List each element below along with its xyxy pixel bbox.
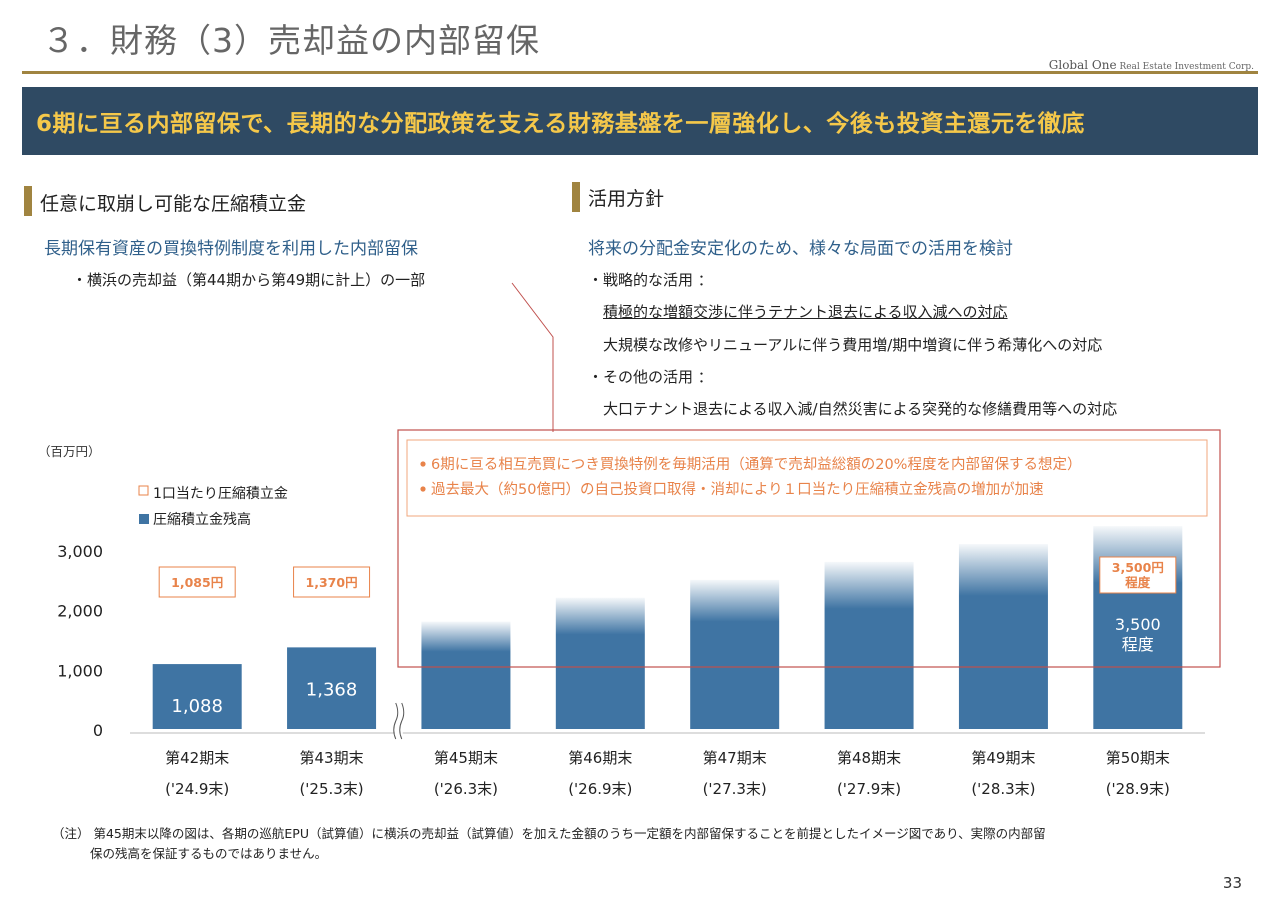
legend-label: 1口当たり圧縮積立金	[153, 486, 288, 502]
axis-break-mark	[399, 702, 405, 740]
headline-banner: 6期に亘る内部留保で、長期的な分配政策を支える財務基盤を一層強化し、今後も投資主…	[22, 87, 1258, 155]
x-tick-label: 第47期末	[703, 749, 767, 767]
right-section-subheading: 将来の分配金安定化のため、様々な局面での活用を検討	[588, 239, 1013, 259]
y-tick-label: 0	[93, 721, 103, 740]
bar-value-label: 1,368	[306, 679, 358, 700]
per-unit-label: 1,370円	[306, 575, 358, 590]
bar-value-label: 3,500 程度	[1115, 615, 1161, 654]
x-tick-label: 第45期末	[434, 749, 498, 767]
company-logo: Global One Real Estate Investment Corp.	[1049, 58, 1254, 72]
logo-sub: Real Estate Investment Corp.	[1116, 62, 1254, 72]
callout-inner-box	[406, 439, 1208, 517]
callout-bullet-icon	[420, 461, 426, 467]
headline-text: 6期に亘る内部留保で、長期的な分配政策を支える財務基盤を一層強化し、今後も投資主…	[36, 111, 1085, 137]
title-divider	[22, 71, 1258, 74]
bar	[690, 579, 780, 729]
callout-connector	[511, 282, 554, 432]
usage-item: 積極的な増額交渉に伴うテナント退去による収入減への対応	[603, 303, 1008, 321]
logo-main: Global One	[1048, 58, 1117, 72]
per-unit-box	[1099, 556, 1177, 594]
footnote-line-2: 保の残高を保証するものではありません。	[90, 846, 328, 861]
usage-item: ・戦略的な活用 ：	[588, 271, 713, 289]
usage-item: ・その他の活用 ：	[588, 368, 713, 386]
per-unit-box	[158, 566, 236, 598]
legend-marker-per-unit	[138, 485, 149, 496]
x-tick-label: 第46期末	[568, 749, 632, 767]
axis-break-gap	[394, 702, 403, 740]
x-date-label: ('24.9末)	[165, 780, 229, 798]
x-tick-label: 第43期末	[300, 749, 364, 767]
y-tick-label: 2,000	[57, 602, 103, 621]
right-section-heading: 活用方針	[588, 188, 665, 210]
legend-label: 圧縮積立金残高	[153, 511, 251, 528]
x-date-label: ('28.3末)	[971, 780, 1035, 798]
bar	[287, 647, 377, 729]
x-tick-label: 第48期末	[837, 749, 901, 767]
left-section-subheading: 長期保有資産の買換特例制度を利用した内部留保	[44, 239, 418, 259]
bar	[152, 664, 242, 729]
x-date-label: ('26.9末)	[568, 780, 632, 798]
y-tick-label: 3,000	[57, 542, 103, 561]
x-date-label: ('25.3末)	[299, 780, 363, 798]
callout-text: 過去最大（約50億円）の自己投資口取得・消却により１口当たり圧縮積立金残高の増加…	[431, 481, 1044, 498]
footnote-line-1: （注） 第45期末以降の図は、各期の巡航EPU（試算値）に横浜の売却益（試算値）…	[52, 826, 1046, 841]
bar	[555, 597, 645, 729]
bar	[824, 561, 914, 729]
callout-frame	[397, 429, 1221, 668]
left-section-bullet: ・横浜の売却益（第44期から第49期に計上）の一部	[72, 271, 426, 289]
usage-item: 大規模な改修やリニューアルに伴う費用増/期中増資に伴う希薄化への対応	[603, 336, 1103, 354]
section-marker-right	[572, 182, 580, 212]
page-title: ３．財務（3）売却益の内部留保	[42, 21, 540, 60]
left-section-heading: 任意に取崩し可能な圧縮積立金	[40, 193, 307, 215]
x-tick-label: 第49期末	[971, 749, 1035, 767]
callout-text: 6期に亘る相互売買につき買換特例を毎期活用（通算で売却益総額の20%程度を内部留…	[431, 456, 1081, 473]
x-date-label: ('28.9末)	[1106, 780, 1170, 798]
usage-item: 大口テナント退去による収入減/自然災害による突発的な修繕費用等への対応	[603, 400, 1118, 418]
per-unit-label: 3,500円程度	[1112, 560, 1164, 590]
axis-break-mark	[393, 702, 399, 740]
bar	[421, 621, 511, 729]
page-number: 33	[1222, 874, 1242, 892]
x-date-label: ('27.9末)	[837, 780, 901, 798]
x-tick-label: 第42期末	[165, 749, 229, 767]
section-marker-left	[24, 186, 32, 216]
bar-value-label: 1,088	[171, 696, 223, 717]
y-unit-label: （百万円）	[38, 444, 101, 459]
per-unit-label: 1,085円	[171, 575, 223, 590]
bar	[958, 544, 1048, 729]
x-tick-label: 第50期末	[1106, 749, 1170, 767]
legend-marker-balance	[139, 514, 149, 524]
x-date-label: ('26.3末)	[434, 780, 498, 798]
callout-bullet-icon	[420, 486, 426, 492]
y-tick-label: 1,000	[57, 661, 103, 680]
per-unit-box	[293, 566, 371, 598]
x-date-label: ('27.3末)	[703, 780, 767, 798]
